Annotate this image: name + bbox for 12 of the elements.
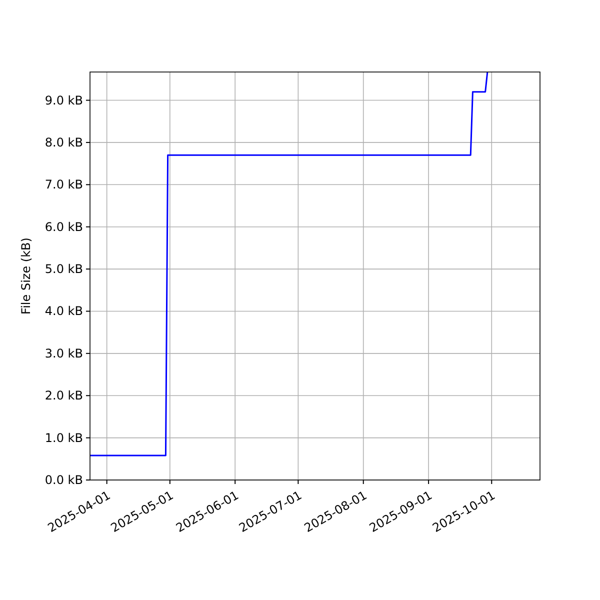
y-tick-label: 3.0 kB: [44, 346, 83, 360]
y-tick-label: 5.0 kB: [44, 262, 83, 276]
y-tick-label: 6.0 kB: [44, 220, 83, 234]
y-tick-label: 8.0 kB: [44, 135, 83, 150]
y-tick-label: 2.0 kB: [44, 388, 83, 403]
y-tick-label: 0.0 kB: [44, 473, 83, 487]
y-tick-label: 1.0 kB: [44, 430, 83, 445]
y-axis-title: File Size (kB): [19, 238, 33, 314]
line-series: [90, 72, 488, 456]
y-tick-label: 4.0 kB: [44, 304, 83, 318]
y-tick-label: 9.0 kB: [44, 93, 83, 108]
y-tick-label: 7.0 kB: [44, 178, 83, 192]
